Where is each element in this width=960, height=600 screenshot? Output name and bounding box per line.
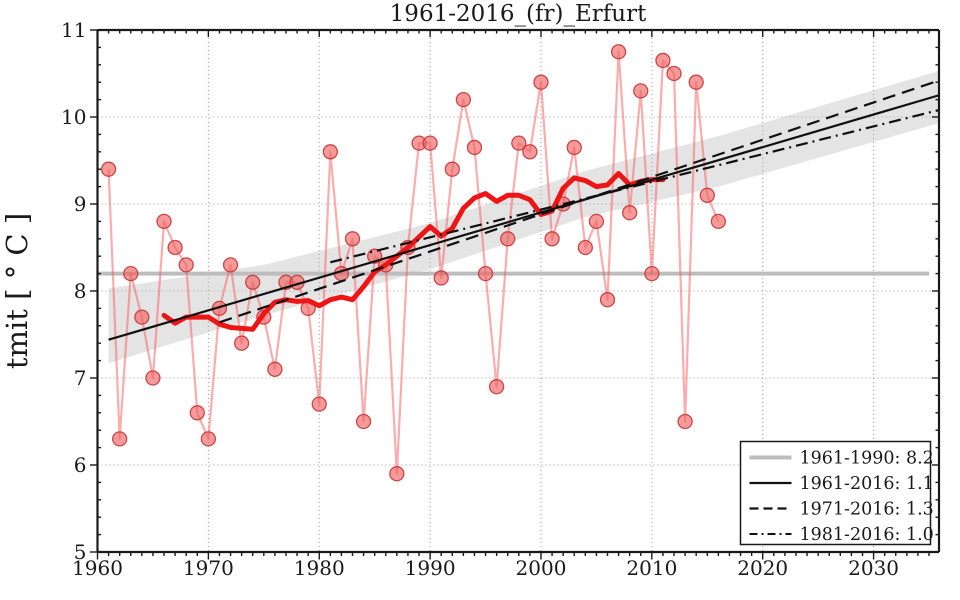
annual-value-point <box>355 413 372 430</box>
x-tick-label: 1960 <box>72 556 123 580</box>
annual-value-point <box>433 270 449 286</box>
annual-value-point <box>112 431 128 447</box>
y-tick-label: 10 <box>61 105 86 129</box>
y-tick-label: 6 <box>74 453 87 477</box>
annual-value-point <box>267 361 283 377</box>
trend-1961-2016-line <box>108 94 940 341</box>
annual-value-point <box>222 257 239 273</box>
annual-value-point <box>477 265 494 282</box>
running-mean-line <box>161 171 666 332</box>
annual-value-point <box>699 187 715 203</box>
annual-value-point <box>100 161 117 177</box>
trend-1981-2016-line <box>330 108 940 264</box>
annual-value-point <box>622 205 638 221</box>
annual-value-point <box>389 466 405 482</box>
annual-value-point <box>322 144 338 160</box>
annual-value-point <box>123 265 139 282</box>
annual-value-point <box>522 144 538 160</box>
annual-value-point <box>688 74 704 90</box>
x-tick-label: 1970 <box>183 556 234 580</box>
legend-label: 1971-2016: 1.3 <box>800 500 934 520</box>
trend-1971-2016-line <box>219 79 940 324</box>
annual-value-point <box>134 309 150 325</box>
annual-value-point <box>633 83 649 99</box>
annual-value-point <box>710 213 727 230</box>
annual-value-point <box>544 231 560 247</box>
annual-value-point <box>588 213 605 230</box>
annual-value-point <box>167 239 183 256</box>
x-tick-label: 2010 <box>626 556 677 580</box>
annual-value-point <box>455 91 472 108</box>
x-tick-label: 1980 <box>294 556 345 580</box>
y-tick-label: 5 <box>74 540 87 564</box>
y-tick-label: 8 <box>74 279 87 303</box>
annual-value-point <box>422 135 438 151</box>
annual-value-point <box>156 213 172 230</box>
annual-value-point <box>655 52 671 69</box>
annual-value-point <box>566 139 582 156</box>
x-tick-label: 2020 <box>737 556 788 580</box>
annual-value-point <box>599 292 616 308</box>
annual-value-point <box>344 231 361 247</box>
x-tick-label: 2000 <box>516 556 567 580</box>
y-tick-label: 7 <box>74 366 87 390</box>
y-tick-label: 11 <box>61 18 86 42</box>
annual-value-point <box>500 231 516 247</box>
annual-value-point <box>311 396 327 412</box>
y-axis-label: tmit [ ° C ] <box>0 213 34 369</box>
annual-value-point <box>233 335 250 351</box>
legend-label: 1961-2016: 1.1 <box>800 474 934 494</box>
y-tick-label: 9 <box>74 192 87 216</box>
legend-label: 1961-1990: 8.2 <box>800 449 934 469</box>
annual-value-point <box>577 239 593 256</box>
chart-built-content: 1960 1970 1980 1990 2000 2010 2020 2030 5 6 7 8 9 10 1… <box>61 18 941 580</box>
legend-label: 1981-2016: 1.0 <box>800 525 934 545</box>
annual-value-point <box>145 370 161 386</box>
annual-value-point <box>533 74 549 90</box>
annual-value-point <box>444 161 460 177</box>
annual-value-point <box>200 431 217 447</box>
annual-value-point <box>644 265 660 282</box>
annual-value-point <box>189 405 205 421</box>
x-tick-label: 1990 <box>405 556 456 580</box>
annual-value-point <box>610 44 627 60</box>
annual-value-point <box>677 413 693 430</box>
annual-value-point <box>511 135 527 151</box>
annual-value-point <box>488 379 505 395</box>
annual-values-line <box>107 50 720 475</box>
x-tick-label: 2030 <box>848 556 899 580</box>
annual-value-point <box>466 139 483 156</box>
chart-title: 1961-2016_(fr)_Erfurt <box>390 1 647 27</box>
annual-value-point <box>245 274 261 290</box>
annual-value-point <box>666 65 682 82</box>
annual-value-point <box>178 257 194 273</box>
